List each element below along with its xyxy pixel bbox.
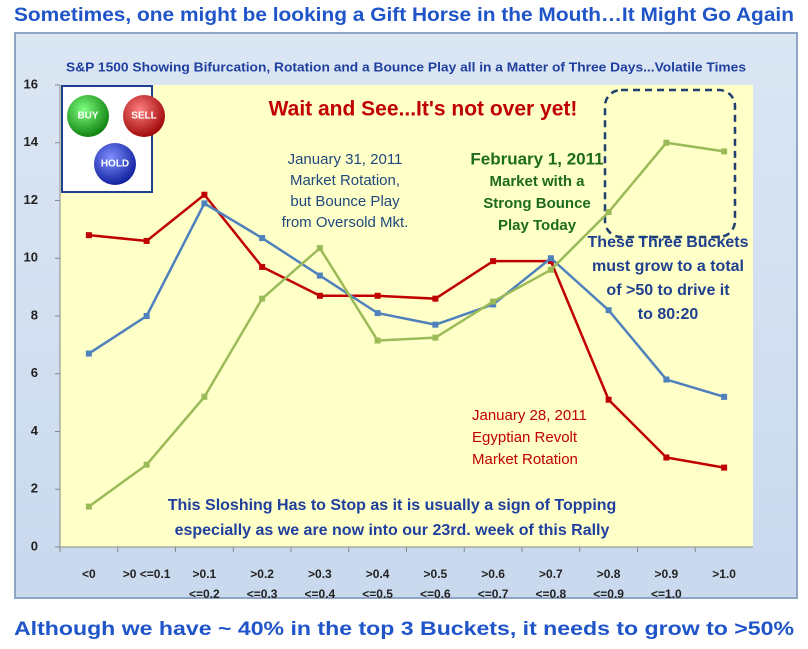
icon-label: SELL: [131, 111, 157, 122]
point: [432, 295, 439, 302]
point: [316, 292, 323, 299]
point: [432, 321, 439, 328]
point: [259, 235, 266, 242]
point: [547, 255, 554, 262]
x-tick-label: <=0.8: [536, 587, 567, 601]
icon-label: BUY: [77, 111, 98, 122]
x-tick-label: >0.5: [424, 567, 448, 581]
point: [201, 200, 208, 207]
x-tick-label: >0.7: [539, 567, 563, 581]
y-tick-label: 16: [24, 76, 38, 91]
point: [490, 298, 497, 305]
point: [547, 266, 554, 273]
chart-title: S&P 1500 Showing Bifurcation, Rotation a…: [66, 59, 746, 74]
annotation: Egyptian Revolt: [472, 429, 578, 446]
annotation: These Three Buckets: [588, 234, 749, 251]
y-tick-label: 4: [31, 423, 39, 438]
annotation: Market Rotation: [472, 451, 578, 468]
annotation: January 31, 2011: [288, 151, 403, 168]
point: [143, 237, 150, 244]
annotation: Market Rotation,: [290, 172, 400, 189]
y-tick-label: 0: [31, 538, 38, 553]
point: [316, 245, 323, 252]
annotation: of >50 to drive it: [606, 282, 730, 299]
point: [721, 464, 728, 471]
x-tick-label: <=1.0: [651, 587, 682, 601]
x-tick-label: >0.1: [193, 567, 217, 581]
point: [605, 209, 612, 216]
annotation: Market with a: [489, 173, 585, 190]
point: [374, 337, 381, 344]
point: [663, 139, 670, 146]
x-tick-label: >1.0: [712, 567, 736, 581]
point: [605, 396, 612, 403]
annotation: February 1, 2011: [470, 149, 603, 168]
annotation: must grow to a total: [592, 258, 744, 275]
annotation: Play Today: [498, 217, 577, 234]
point: [143, 461, 150, 468]
point: [143, 313, 150, 319]
y-tick-label: 8: [31, 307, 38, 322]
point: [374, 292, 381, 299]
x-tick-label: >0.4: [366, 567, 390, 581]
x-tick-label: <=0.7: [478, 587, 509, 601]
series-line: [88, 192, 725, 469]
x-tick-label: <=0.2: [189, 587, 220, 601]
point: [605, 307, 612, 314]
highlight-box: [603, 88, 737, 239]
point: [201, 191, 208, 198]
x-tick-label: >0 <=0.1: [123, 567, 171, 581]
x-tick-label: <=0.4: [305, 587, 336, 601]
y-tick-label: 12: [24, 192, 38, 207]
annotation: especially as we are now into our 23rd. …: [175, 522, 610, 539]
x-tick-label: <=0.3: [247, 587, 278, 601]
annotation: but Bounce Play: [290, 193, 400, 210]
point: [85, 350, 92, 357]
point: [374, 310, 381, 317]
x-tick-label: <=0.9: [593, 587, 624, 601]
x-tick-label: <=0.6: [420, 587, 451, 601]
point: [85, 503, 92, 510]
annotation: from Oversold Mkt.: [282, 214, 409, 231]
x-tick-label: >0.6: [481, 567, 505, 581]
x-tick-label: >0.2: [250, 567, 274, 581]
series-line: [88, 141, 725, 508]
x-tick-label: <=0.5: [362, 587, 393, 601]
page-footer: Although we have ~ 40% in the top 3 Buck…: [14, 619, 794, 640]
x-tick-label: <0: [82, 567, 96, 581]
annotation: Wait and See...It's not over yet!: [269, 98, 578, 121]
x-tick-label: >0.3: [308, 567, 332, 581]
annotation: Strong Bounce: [483, 195, 591, 212]
x-tick-label: >0.8: [597, 567, 621, 581]
annotation: to 80:20: [638, 306, 699, 323]
annotation: This Sloshing Has to Stop as it is usual…: [168, 497, 617, 514]
point: [490, 258, 497, 265]
y-tick-label: 2: [31, 481, 38, 496]
series-line: [88, 201, 725, 399]
y-tick-label: 6: [31, 365, 38, 380]
buy-sell-icon: BUY SELL HOLD: [61, 85, 165, 193]
point: [85, 232, 92, 239]
point: [201, 393, 208, 400]
point: [259, 263, 266, 270]
page-title: Sometimes, one might be looking a Gift H…: [14, 5, 794, 26]
y-tick-label: 14: [24, 134, 39, 149]
point: [316, 272, 323, 279]
point: [721, 393, 728, 400]
point: [259, 295, 266, 302]
point: [432, 334, 439, 341]
point: [721, 148, 728, 155]
y-tick-label: 10: [24, 250, 38, 265]
x-tick-label: >0.9: [655, 567, 679, 581]
icon-label: HOLD: [101, 159, 129, 170]
point: [663, 376, 670, 383]
plot-area: [60, 85, 753, 547]
point: [663, 454, 670, 461]
annotation: January 28, 2011: [472, 407, 587, 424]
